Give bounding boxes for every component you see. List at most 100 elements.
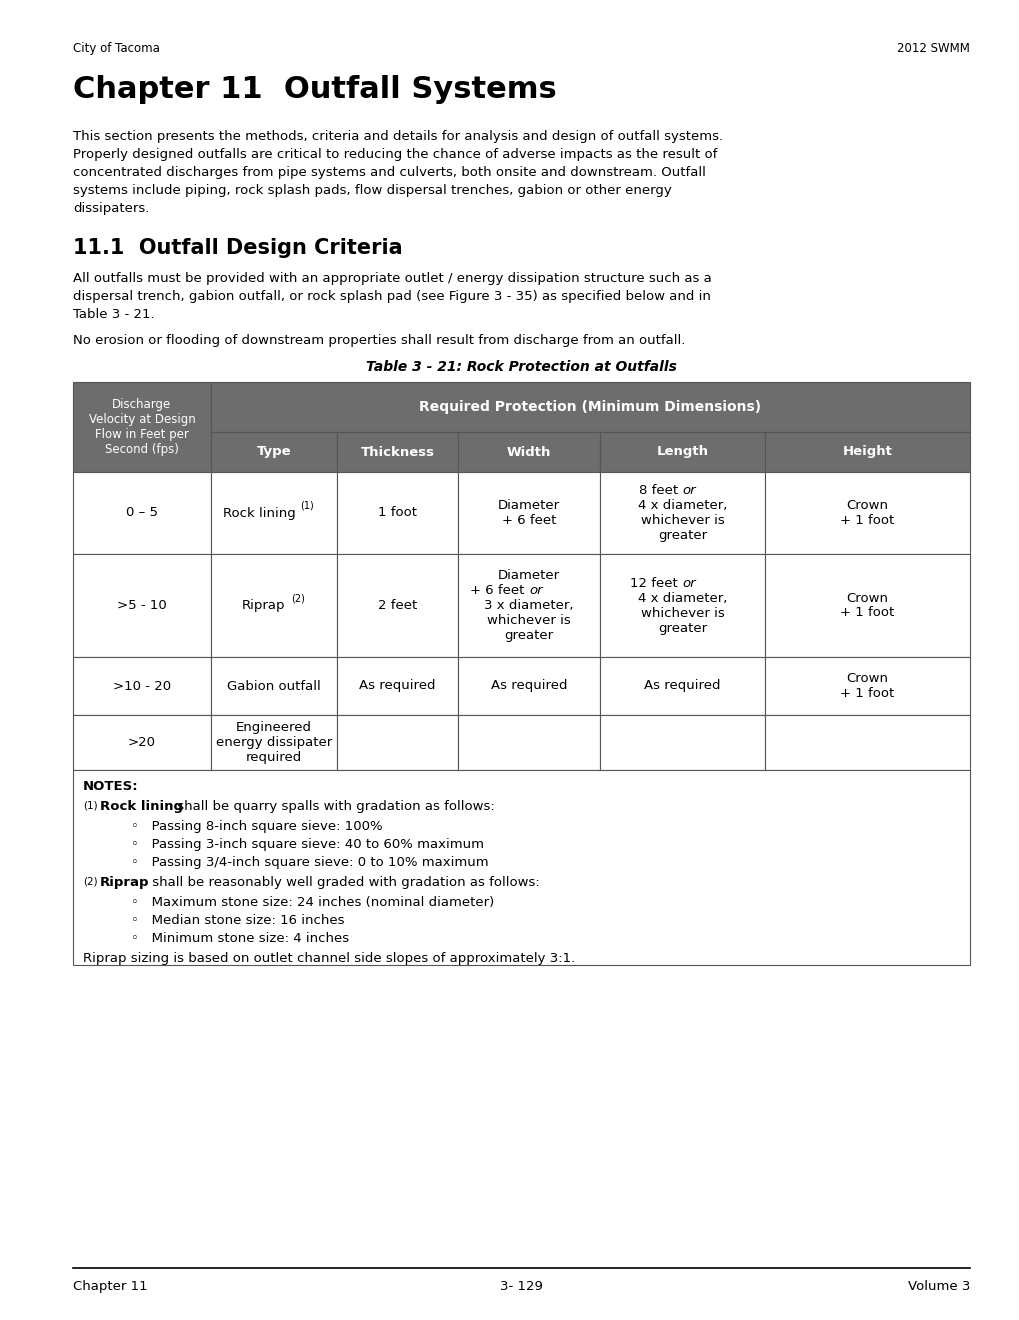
Text: Height: Height xyxy=(842,446,892,458)
Text: 3 x diameter,: 3 x diameter, xyxy=(484,599,573,612)
Text: ◦   Minimum stone size: 4 inches: ◦ Minimum stone size: 4 inches xyxy=(130,932,348,945)
Bar xyxy=(211,473,336,554)
Text: This section presents the methods, criteria and details for analysis and design : This section presents the methods, crite… xyxy=(73,129,722,143)
Text: greater: greater xyxy=(657,622,706,635)
Bar xyxy=(458,715,599,770)
Text: ◦   Passing 3/4-inch square sieve: 0 to 10% maximum: ◦ Passing 3/4-inch square sieve: 0 to 10… xyxy=(130,855,488,869)
Bar xyxy=(599,432,764,473)
Bar xyxy=(458,432,599,473)
Text: Thickness: Thickness xyxy=(360,446,434,458)
Text: Crown
+ 1 foot: Crown + 1 foot xyxy=(840,672,894,700)
Text: dissipaters.: dissipaters. xyxy=(73,202,149,215)
Bar xyxy=(336,473,458,554)
Text: whichever is: whichever is xyxy=(640,607,723,620)
Text: (2): (2) xyxy=(83,876,98,886)
Text: greater: greater xyxy=(504,630,553,642)
Text: Properly designed outfalls are critical to reducing the chance of adverse impact: Properly designed outfalls are critical … xyxy=(73,148,716,161)
Text: As required: As required xyxy=(644,680,720,693)
Bar xyxy=(764,554,969,657)
Bar xyxy=(73,554,211,657)
Text: ◦   Passing 3-inch square sieve: 40 to 60% maximum: ◦ Passing 3-inch square sieve: 40 to 60%… xyxy=(130,838,484,851)
Text: whichever is: whichever is xyxy=(640,515,723,528)
Text: Chapter 11  Outfall Systems: Chapter 11 Outfall Systems xyxy=(73,75,556,104)
Text: Table 3 - 21.: Table 3 - 21. xyxy=(73,308,155,321)
Text: 1 foot: 1 foot xyxy=(378,507,417,520)
Bar xyxy=(211,554,336,657)
Text: 4 x diameter,: 4 x diameter, xyxy=(637,591,727,605)
Bar xyxy=(211,381,969,432)
Text: >10 - 20: >10 - 20 xyxy=(113,680,171,693)
Text: ◦   Median stone size: 16 inches: ◦ Median stone size: 16 inches xyxy=(130,913,344,927)
Text: shall be reasonably well graded with gradation as follows:: shall be reasonably well graded with gra… xyxy=(148,876,539,888)
Bar xyxy=(336,432,458,473)
Text: (1): (1) xyxy=(83,800,98,810)
Text: systems include piping, rock splash pads, flow dispersal trenches, gabion or oth: systems include piping, rock splash pads… xyxy=(73,183,672,197)
Bar xyxy=(73,473,211,554)
Text: or: or xyxy=(682,577,695,590)
Text: >20: >20 xyxy=(127,737,156,748)
Text: All outfalls must be provided with an appropriate outlet / energy dissipation st: All outfalls must be provided with an ap… xyxy=(73,272,711,285)
Bar xyxy=(336,715,458,770)
Text: Riprap: Riprap xyxy=(100,876,150,888)
Text: Required Protection (Minimum Dimensions): Required Protection (Minimum Dimensions) xyxy=(419,400,761,414)
Text: Table 3 - 21: Rock Protection at Outfalls: Table 3 - 21: Rock Protection at Outfall… xyxy=(366,360,677,374)
Text: Rock lining: Rock lining xyxy=(100,800,182,813)
Bar xyxy=(599,657,764,715)
Text: or: or xyxy=(682,484,695,498)
Text: Gabion outfall: Gabion outfall xyxy=(227,680,321,693)
Text: 11.1  Outfall Design Criteria: 11.1 Outfall Design Criteria xyxy=(73,238,403,257)
Bar xyxy=(764,473,969,554)
Text: Diameter: Diameter xyxy=(497,569,559,582)
Text: concentrated discharges from pipe systems and culverts, both onsite and downstre: concentrated discharges from pipe system… xyxy=(73,166,705,180)
Text: Crown
+ 1 foot: Crown + 1 foot xyxy=(840,591,894,619)
Text: Volume 3: Volume 3 xyxy=(907,1280,969,1294)
Text: 4 x diameter,: 4 x diameter, xyxy=(637,499,727,512)
Text: 0 – 5: 0 – 5 xyxy=(126,507,158,520)
Text: whichever is: whichever is xyxy=(487,614,571,627)
Bar xyxy=(211,657,336,715)
Text: ◦   Passing 8-inch square sieve: 100%: ◦ Passing 8-inch square sieve: 100% xyxy=(130,820,382,833)
Text: shall be quarry spalls with gradation as follows:: shall be quarry spalls with gradation as… xyxy=(173,800,494,813)
Bar xyxy=(599,473,764,554)
Text: Discharge
Velocity at Design
Flow in Feet per
Second (fps): Discharge Velocity at Design Flow in Fee… xyxy=(89,399,196,455)
Text: As required: As required xyxy=(490,680,567,693)
Text: Riprap: Riprap xyxy=(243,599,285,612)
Text: As required: As required xyxy=(359,680,435,693)
Bar xyxy=(211,715,336,770)
Text: (1): (1) xyxy=(300,502,314,511)
Text: Length: Length xyxy=(656,446,708,458)
Text: greater: greater xyxy=(657,529,706,543)
Text: Chapter 11: Chapter 11 xyxy=(73,1280,148,1294)
Text: dispersal trench, gabion outfall, or rock splash pad (see Figure 3 - 35) as spec: dispersal trench, gabion outfall, or roc… xyxy=(73,290,710,304)
Bar xyxy=(73,657,211,715)
Text: 3- 129: 3- 129 xyxy=(499,1280,542,1294)
Text: 2 feet: 2 feet xyxy=(377,599,417,612)
Text: Width: Width xyxy=(506,446,550,458)
Text: ◦   Maximum stone size: 24 inches (nominal diameter): ◦ Maximum stone size: 24 inches (nominal… xyxy=(130,896,494,909)
Bar xyxy=(764,657,969,715)
Bar xyxy=(73,770,969,965)
Text: 2012 SWMM: 2012 SWMM xyxy=(897,42,969,55)
Text: NOTES:: NOTES: xyxy=(83,780,139,793)
Bar xyxy=(211,432,336,473)
Bar xyxy=(336,657,458,715)
Text: No erosion or flooding of downstream properties shall result from discharge from: No erosion or flooding of downstream pro… xyxy=(73,334,685,347)
Text: Crown
+ 1 foot: Crown + 1 foot xyxy=(840,499,894,527)
Bar xyxy=(73,715,211,770)
Text: Diameter
+ 6 feet: Diameter + 6 feet xyxy=(497,499,559,527)
Text: 12 feet: 12 feet xyxy=(630,577,682,590)
Text: or: or xyxy=(529,583,542,597)
Bar xyxy=(764,715,969,770)
Text: City of Tacoma: City of Tacoma xyxy=(73,42,160,55)
Bar xyxy=(458,473,599,554)
Bar xyxy=(599,715,764,770)
Bar xyxy=(73,381,211,473)
Text: >5 - 10: >5 - 10 xyxy=(117,599,167,612)
Bar xyxy=(336,554,458,657)
Text: Rock lining: Rock lining xyxy=(222,507,296,520)
Text: Engineered
energy dissipater
required: Engineered energy dissipater required xyxy=(216,721,332,764)
Text: + 6 feet: + 6 feet xyxy=(470,583,529,597)
Bar xyxy=(599,554,764,657)
Text: Riprap sizing is based on outlet channel side slopes of approximately 3:1.: Riprap sizing is based on outlet channel… xyxy=(83,952,575,965)
Text: Type: Type xyxy=(257,446,291,458)
